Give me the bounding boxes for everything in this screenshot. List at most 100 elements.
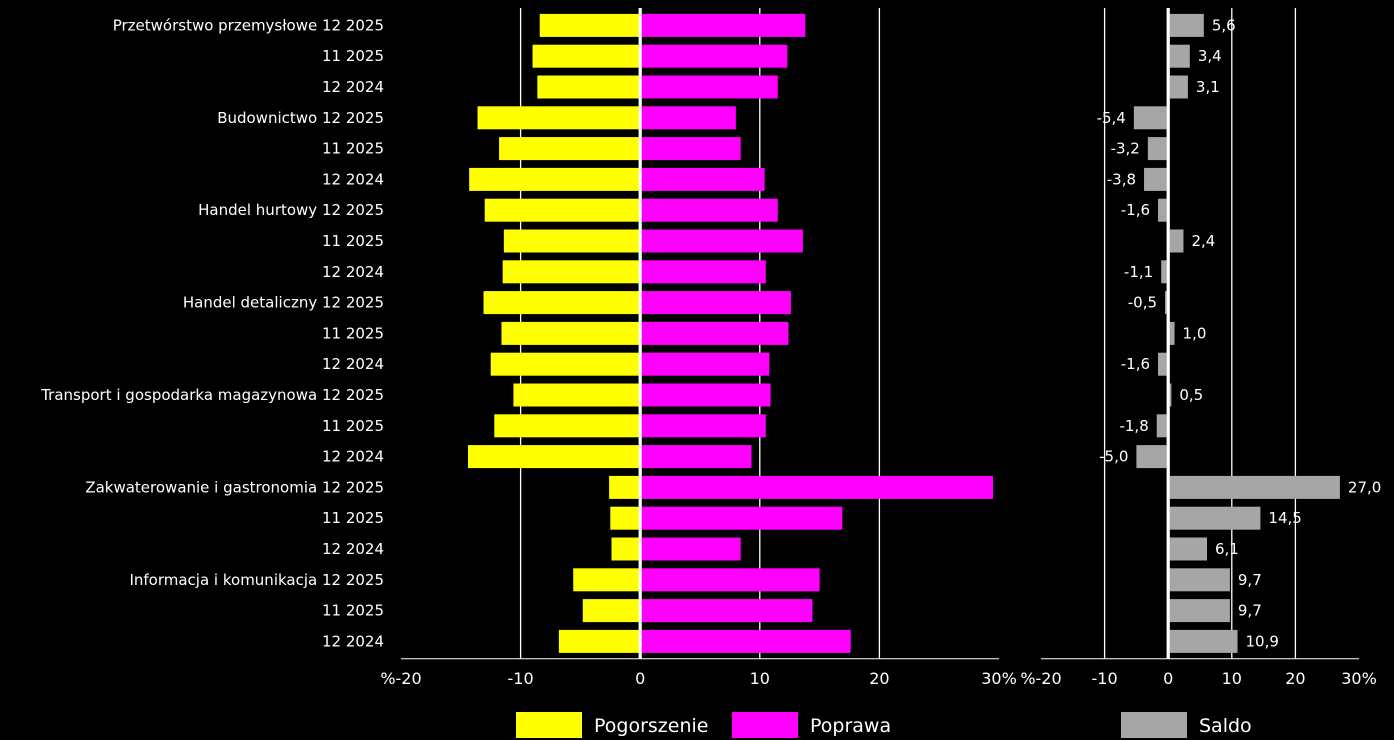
saldo-bar — [1136, 445, 1169, 469]
saldo-data-label: -3,2 — [1111, 140, 1140, 158]
poprawa-bar — [640, 599, 813, 623]
pogorszenie-bar — [537, 75, 641, 99]
right-panel-bars: 5,6 3,4 3,1 -5,4 -3,2 -3,8 -1,6 2,4 -1,1 -0,5 1,0 -… — [1097, 8, 1381, 659]
saldo-data-label: -5,4 — [1097, 109, 1126, 127]
saldo-data-label: -1,1 — [1124, 263, 1153, 281]
saldo-bar — [1168, 13, 1204, 37]
saldo-bar — [1158, 198, 1169, 222]
saldo-data-label: 3,1 — [1196, 78, 1220, 96]
saldo-bar — [1168, 475, 1340, 499]
saldo-bar — [1168, 383, 1172, 407]
right-x-tick-label: 30% — [1341, 669, 1377, 688]
saldo-bar — [1168, 506, 1261, 530]
category-label: 12 2024 — [322, 540, 384, 558]
pogorszenie-bar — [467, 445, 641, 469]
saldo-bar — [1168, 537, 1207, 561]
right-x-tick-label: 20 — [1285, 669, 1305, 688]
saldo-bar — [1168, 321, 1175, 345]
saldo-data-label: 6,1 — [1215, 540, 1239, 558]
pogorszenie-bar — [609, 475, 641, 499]
category-label: 12 2024 — [322, 448, 384, 466]
x-axis-ticks: %-20 -10 0 10 20 30% %-20 -10 0 10 20 30% — [380, 669, 1376, 688]
category-label: 11 2025 — [322, 140, 384, 158]
pogorszenie-bar — [513, 383, 641, 407]
category-label: Handel hurtowy 12 2025 — [198, 201, 384, 219]
poprawa-bar — [640, 475, 994, 499]
poprawa-bar — [640, 44, 788, 68]
saldo-data-label: 14,5 — [1268, 509, 1301, 527]
poprawa-bar — [640, 229, 803, 253]
pogorszenie-legend-swatch — [516, 712, 582, 738]
poprawa-bar — [640, 568, 820, 592]
pogorszenie-bar — [532, 44, 641, 68]
poprawa-legend-label: Poprawa — [810, 715, 891, 737]
pogorszenie-bar — [499, 137, 641, 161]
pogorszenie-bar — [484, 198, 641, 222]
pogorszenie-bar — [494, 414, 641, 438]
saldo-bar — [1168, 229, 1184, 253]
poprawa-bar — [640, 445, 752, 469]
pogorszenie-bar — [573, 568, 641, 592]
saldo-data-label: 10,9 — [1246, 632, 1279, 650]
right-x-tick-label: -10 — [1092, 669, 1118, 688]
category-label: 11 2025 — [322, 232, 384, 250]
pogorszenie-bar — [539, 13, 641, 37]
saldo-legend-swatch — [1121, 712, 1187, 738]
poprawa-bar — [640, 75, 778, 99]
poprawa-legend-swatch — [732, 712, 798, 738]
pogorszenie-bar — [477, 106, 641, 130]
poprawa-bar — [640, 137, 741, 161]
pogorszenie-bar — [502, 260, 641, 284]
poprawa-bar — [640, 506, 843, 530]
saldo-data-label: -1,8 — [1119, 417, 1148, 435]
saldo-legend-label: Saldo — [1199, 715, 1252, 737]
right-x-tick-label: 10 — [1222, 669, 1242, 688]
pogorszenie-bar — [483, 291, 641, 315]
poprawa-bar — [640, 13, 806, 37]
poprawa-bar — [640, 352, 770, 376]
category-label: 11 2025 — [322, 47, 384, 65]
poprawa-bar — [640, 414, 766, 438]
category-label: Przetwórstwo przemysłowe 12 2025 — [113, 16, 384, 34]
left-x-tick-label: 10 — [750, 669, 770, 688]
saldo-bar — [1147, 137, 1169, 161]
saldo-data-label: 27,0 — [1348, 478, 1381, 496]
saldo-bar — [1168, 75, 1188, 99]
pogorszenie-bar — [490, 352, 641, 376]
saldo-data-label: 2,4 — [1191, 232, 1215, 250]
category-label: 11 2025 — [322, 324, 384, 342]
poprawa-bar — [640, 383, 771, 407]
category-labels: Przetwórstwo przemysłowe 12 2025 11 2025 1… — [40, 16, 384, 650]
category-label: 12 2024 — [322, 263, 384, 281]
pogorszenie-bar — [503, 229, 641, 253]
saldo-bar — [1168, 44, 1190, 68]
saldo-data-label: -0,5 — [1128, 294, 1157, 312]
poprawa-bar — [640, 167, 765, 191]
left-x-tick-label: %-20 — [380, 669, 421, 688]
saldo-data-label: -5,0 — [1099, 448, 1128, 466]
right-x-tick-label: %-20 — [1020, 669, 1061, 688]
poprawa-bar — [640, 198, 778, 222]
poprawa-bar — [640, 260, 766, 284]
pogorszenie-bar — [558, 629, 641, 653]
category-label: Transport i gospodarka magazynowa 12 202… — [40, 386, 384, 404]
category-label: Handel detaliczny 12 2025 — [183, 294, 384, 312]
pogorszenie-bar — [469, 167, 641, 191]
saldo-bar — [1168, 599, 1230, 623]
saldo-bar — [1144, 167, 1169, 191]
category-label: Zakwaterowanie i gastronomia 12 2025 — [85, 478, 384, 496]
saldo-data-label: 9,7 — [1238, 602, 1262, 620]
pogorszenie-bar — [501, 321, 641, 345]
poprawa-bar — [640, 321, 789, 345]
category-label: Budownictwo 12 2025 — [217, 109, 384, 127]
legend: Pogorszenie Poprawa Saldo — [516, 712, 1252, 738]
saldo-bar — [1161, 260, 1169, 284]
saldo-data-label: 1,0 — [1183, 324, 1207, 342]
saldo-bar — [1168, 568, 1230, 592]
pogorszenie-bar — [610, 506, 641, 530]
category-label: 12 2024 — [322, 170, 384, 188]
saldo-data-label: -1,6 — [1121, 201, 1150, 219]
saldo-data-label: 0,5 — [1179, 386, 1203, 404]
poprawa-bar — [640, 291, 791, 315]
